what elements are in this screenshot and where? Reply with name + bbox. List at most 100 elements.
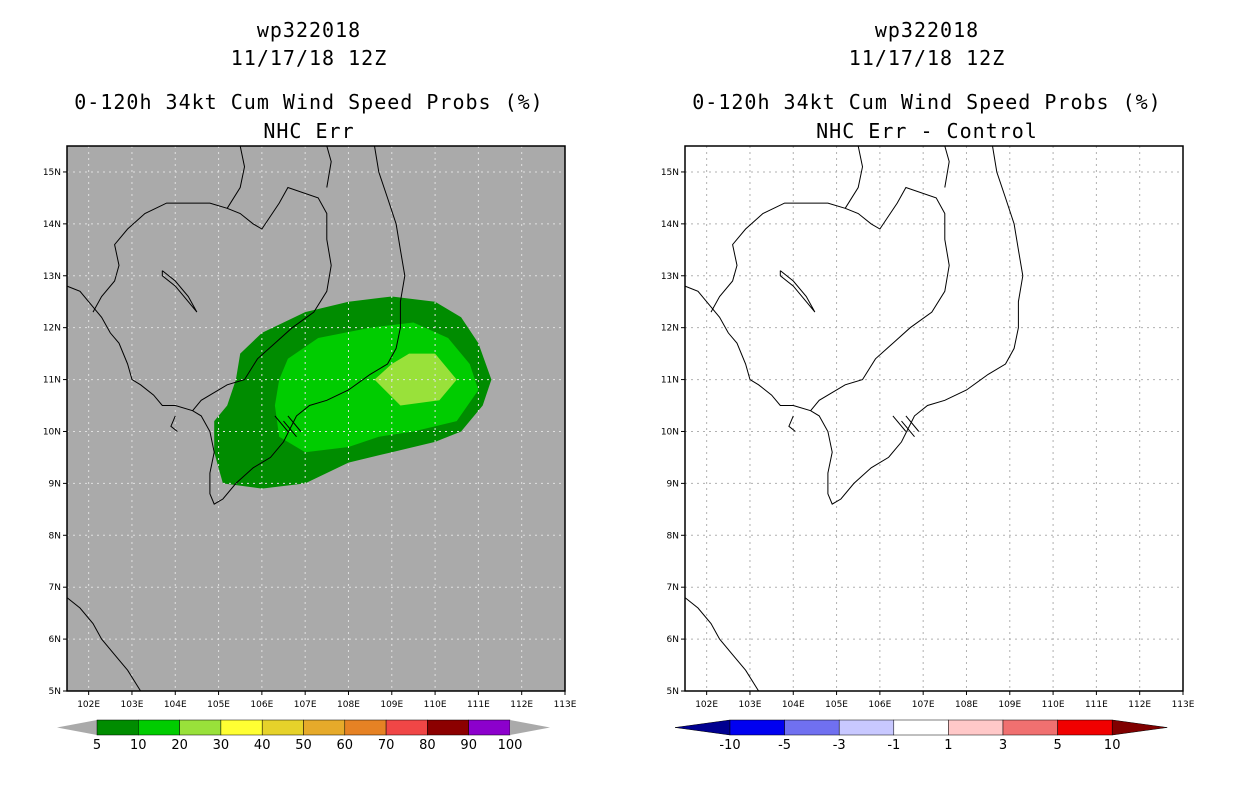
x-tick-label: 105E bbox=[207, 700, 230, 710]
colorbar-swatch bbox=[893, 719, 949, 736]
colorbar-left-end bbox=[57, 720, 97, 735]
coastline-vietnam bbox=[66, 145, 406, 505]
colorbar-label: 10 bbox=[1104, 738, 1121, 753]
y-tick-label: 12N bbox=[661, 324, 679, 334]
gridlines bbox=[67, 146, 565, 691]
axes: 102E 103E 104E 105E 106E 107E 108E 109E 110E 111E… bbox=[43, 168, 577, 710]
colorbar-swatch bbox=[784, 719, 840, 736]
y-tick-label: 13N bbox=[43, 272, 61, 282]
x-tick-label: 104E bbox=[164, 700, 187, 710]
colorbar-swatch bbox=[138, 719, 180, 736]
panel-subtitle: NHC Err - Control bbox=[816, 119, 1038, 143]
y-tick-label: 9N bbox=[49, 479, 61, 489]
lake-tonle-sap bbox=[779, 270, 816, 313]
colorbar-swatch bbox=[1002, 719, 1058, 736]
coastline bbox=[684, 145, 1024, 692]
colorbar-swatch bbox=[385, 719, 428, 736]
right-panel: wp322018 11/17/18 12Z 0-120h 34kt Cum Wi… bbox=[618, 0, 1236, 800]
x-tick-label: 112E bbox=[1128, 700, 1151, 710]
mekong-delta-0 bbox=[892, 415, 907, 432]
x-tick-label: 105E bbox=[825, 700, 848, 710]
panel-subtitle: NHC Err bbox=[263, 119, 355, 143]
colorbar-right-end bbox=[510, 720, 550, 735]
storm-id: wp322018 bbox=[874, 18, 980, 42]
storm-id: wp322018 bbox=[256, 18, 362, 42]
colorbar-label: 1 bbox=[944, 738, 952, 753]
colorbar-swatch bbox=[261, 719, 304, 736]
colorbar-label: 5 bbox=[1053, 738, 1061, 753]
colorbar-swatch bbox=[179, 719, 222, 736]
lake-tonle-sap bbox=[161, 270, 198, 313]
y-tick-label: 6N bbox=[667, 635, 679, 645]
colorbar-label: 90 bbox=[460, 738, 477, 753]
mekong-delta-1 bbox=[283, 420, 297, 438]
y-tick-label: 12N bbox=[43, 324, 61, 334]
colorbar-swatch bbox=[96, 719, 139, 736]
x-tick-label: 103E bbox=[121, 700, 144, 710]
colorbar-label: -1 bbox=[887, 738, 900, 753]
x-tick-label: 113E bbox=[1172, 700, 1195, 710]
y-tick-label: 15N bbox=[43, 168, 61, 178]
colorbar-swatch bbox=[838, 719, 895, 736]
border-cambodia bbox=[92, 186, 332, 412]
border-cambodia bbox=[710, 186, 950, 412]
x-tick-label: 103E bbox=[739, 700, 762, 710]
gridlines bbox=[685, 146, 1183, 691]
colorbar-swatch bbox=[344, 719, 387, 736]
colorbar-label: 30 bbox=[213, 738, 230, 753]
border-laos bbox=[844, 145, 864, 209]
x-tick-label: 113E bbox=[554, 700, 577, 710]
x-tick-label: 110E bbox=[424, 700, 447, 710]
mekong-delta-2 bbox=[905, 415, 920, 432]
mekong-delta-2 bbox=[287, 415, 302, 432]
y-tick-label: 14N bbox=[43, 220, 61, 230]
coastline bbox=[66, 145, 406, 692]
colorbar: -10 -5 -3 -1 1 3 5 10 bbox=[674, 719, 1168, 753]
colorbar-left-end bbox=[674, 719, 731, 736]
colorbar-label: 10 bbox=[130, 738, 147, 753]
colorbar-label: 50 bbox=[295, 738, 312, 753]
colorbar-label: 70 bbox=[378, 738, 395, 753]
mekong-delta-1 bbox=[901, 420, 915, 438]
colorbar-right-end bbox=[1111, 719, 1168, 736]
y-tick-label: 7N bbox=[667, 583, 679, 593]
y-tick-label: 5N bbox=[667, 687, 679, 697]
y-tick-label: 9N bbox=[667, 479, 679, 489]
x-tick-label: 108E bbox=[955, 700, 978, 710]
y-tick-label: 7N bbox=[49, 583, 61, 593]
y-tick-label: 15N bbox=[661, 168, 679, 178]
island bbox=[788, 415, 796, 432]
product-title: 0-120h 34kt Cum Wind Speed Probs (%) bbox=[692, 90, 1162, 114]
y-tick-label: 11N bbox=[43, 376, 61, 386]
y-tick-label: 6N bbox=[49, 635, 61, 645]
axes: 102E 103E 104E 105E 106E 107E 108E 109E 110E 111E… bbox=[661, 168, 1195, 710]
left-panel: wp322018 11/17/18 12Z 0-120h 34kt Cum Wi… bbox=[43, 18, 577, 753]
x-tick-label: 102E bbox=[77, 700, 100, 710]
product-title: 0-120h 34kt Cum Wind Speed Probs (%) bbox=[74, 90, 544, 114]
colorbar-label: 40 bbox=[254, 738, 271, 753]
x-tick-label: 107E bbox=[912, 700, 935, 710]
colorbar-swatch bbox=[303, 719, 346, 736]
island bbox=[170, 415, 178, 432]
y-tick-label: 11N bbox=[661, 376, 679, 386]
colorbar-label: -5 bbox=[778, 738, 791, 753]
y-tick-label: 13N bbox=[661, 272, 679, 282]
date-time: 11/17/18 12Z bbox=[230, 46, 388, 70]
border-laos bbox=[226, 145, 246, 209]
mekong-delta-0 bbox=[274, 415, 289, 432]
map-nhc-err: 102E 103E 104E 105E 106E 107E 108E 109E 110E 111E… bbox=[43, 145, 577, 753]
y-tick-label: 8N bbox=[49, 531, 61, 541]
x-tick-label: 109E bbox=[998, 700, 1021, 710]
coastline-malaysia bbox=[66, 597, 142, 692]
map-background bbox=[685, 146, 1183, 691]
x-tick-label: 102E bbox=[695, 700, 718, 710]
colorbar-label: 5 bbox=[93, 738, 101, 753]
coastline-vietnam bbox=[684, 145, 1024, 505]
border-vietnam-laos bbox=[326, 145, 332, 188]
colorbar-label: -10 bbox=[719, 738, 740, 753]
colorbar-swatch bbox=[427, 719, 469, 736]
x-tick-label: 107E bbox=[294, 700, 317, 710]
x-tick-label: 112E bbox=[510, 700, 533, 710]
map-nhc-err-minus-control: 102E 103E 104E 105E 106E 107E 108E 109E 110E 111E… bbox=[661, 145, 1195, 753]
plot-frame bbox=[684, 145, 1184, 692]
